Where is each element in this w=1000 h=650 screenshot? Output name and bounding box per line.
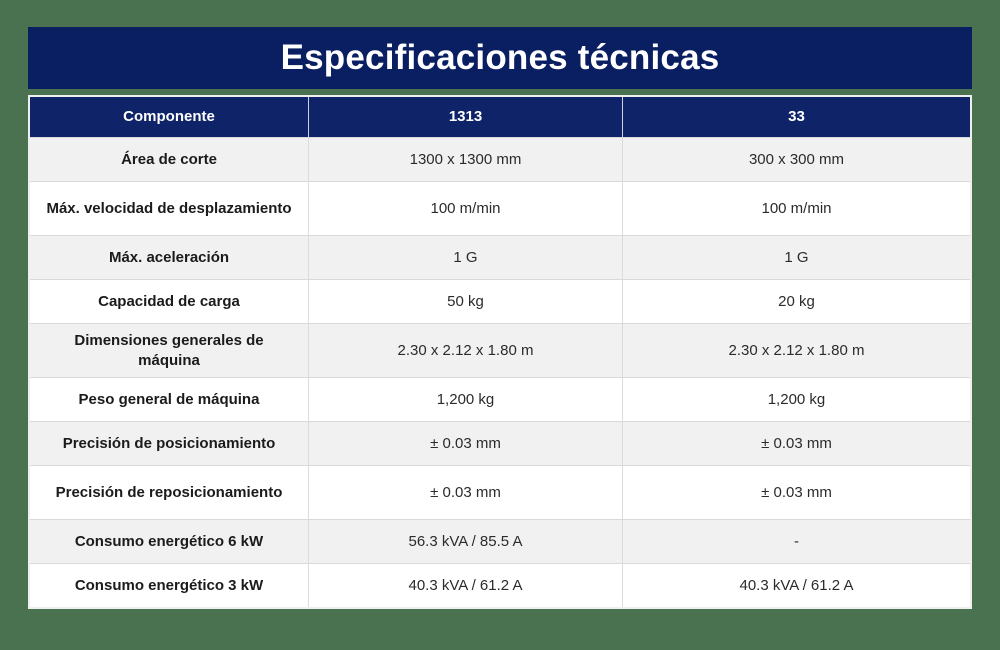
value-cell-33: 20 kg [622, 280, 970, 323]
row-label-cell: Máx. aceleración [108, 248, 230, 266]
value-cell-33: ± 0.03 mm [622, 422, 970, 465]
table-row-area-de-corte: Área de corte 1300 x 1300 mm 300 x 300 m… [30, 137, 970, 181]
value-cell-33: 100 m/min [622, 182, 970, 235]
value-cell-1313: ± 0.03 mm [308, 466, 622, 519]
value-cell-33: 300 x 300 mm [622, 138, 970, 181]
value-cell-1313: 2.30 x 2.12 x 1.80 m [308, 324, 622, 377]
value-cell-33: 40.3 kVA / 61.2 A [622, 564, 970, 607]
table-row-consumo-6kw: Consumo energético 6 kW 56.3 kVA / 85.5 … [30, 519, 970, 563]
value-cell-1313: ± 0.03 mm [308, 422, 622, 465]
row-label-cell: Máx. velocidad de desplazamiento [46, 199, 292, 217]
value-cell-1313: 40.3 kVA / 61.2 A [308, 564, 622, 607]
row-label-cell: Consumo energético 6 kW [74, 532, 264, 550]
value-cell-1313: 100 m/min [308, 182, 622, 235]
value-cell-33: 2.30 x 2.12 x 1.80 m [622, 324, 970, 377]
header-cell-componente: Componente [123, 108, 215, 126]
page-title: Especificaciones técnicas [280, 38, 720, 77]
value-cell-1313: 56.3 kVA / 85.5 A [308, 520, 622, 563]
value-cell-1313: 1300 x 1300 mm [308, 138, 622, 181]
value-cell-1313: 1,200 kg [308, 378, 622, 421]
value-cell-33: - [622, 520, 970, 563]
row-label-cell: Peso general de máquina [78, 390, 260, 408]
row-label-cell: Precisión de posicionamiento [62, 434, 276, 452]
table-row-max-aceleracion: Máx. aceleración 1 G 1 G [30, 235, 970, 279]
table-row-precision-reposicionamiento: Precisión de reposicionamiento ± 0.03 mm… [30, 465, 970, 519]
row-label-cell: Dimensiones generales de máquina [74, 332, 264, 369]
table-row-precision-posicionamiento: Precisión de posicionamiento ± 0.03 mm ±… [30, 421, 970, 465]
header-cell-1313: 1313 [308, 97, 622, 137]
header-cell-33: 33 [622, 97, 970, 137]
row-label-cell: Área de corte [121, 150, 217, 168]
value-cell-33: 1 G [622, 236, 970, 279]
spec-table: Componente 1313 33 Área de corte 1300 x … [28, 95, 972, 609]
row-label-cell: Precisión de reposicionamiento [55, 483, 283, 501]
value-cell-33: 1,200 kg [622, 378, 970, 421]
content-frame: Especificaciones técnicas Componente 131… [28, 27, 972, 609]
table-row-dimensiones: Dimensiones generales de máquina 2.30 x … [30, 323, 970, 377]
row-label-cell: Consumo energético 3 kW [74, 576, 264, 594]
table-row-capacidad-carga: Capacidad de carga 50 kg 20 kg [30, 279, 970, 323]
value-cell-1313: 1 G [308, 236, 622, 279]
value-cell-33: ± 0.03 mm [622, 466, 970, 519]
table-row-peso: Peso general de máquina 1,200 kg 1,200 k… [30, 377, 970, 421]
table-row-consumo-3kw: Consumo energético 3 kW 40.3 kVA / 61.2 … [30, 563, 970, 607]
row-label-cell: Capacidad de carga [98, 292, 240, 310]
table-header-row: Componente 1313 33 [30, 97, 970, 137]
value-cell-1313: 50 kg [308, 280, 622, 323]
title-bar: Especificaciones técnicas [28, 27, 972, 89]
table-row-max-velocidad: Máx. velocidad de desplazamiento 100 m/m… [30, 181, 970, 235]
